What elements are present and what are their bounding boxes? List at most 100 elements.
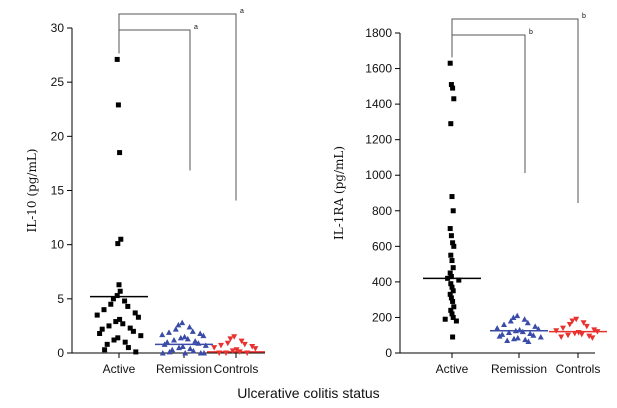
data-point <box>224 340 231 347</box>
y-tick-label: 0 <box>385 346 392 360</box>
data-point <box>451 304 457 310</box>
comparison-bracket <box>451 18 579 203</box>
y-tick-label: 1400 <box>365 97 392 111</box>
data-point <box>177 334 184 341</box>
data-point <box>578 331 585 338</box>
data-point <box>450 288 456 294</box>
data-point <box>114 56 120 62</box>
data-point <box>501 321 507 328</box>
y-tick-label: 20 <box>51 129 65 143</box>
data-point <box>184 335 191 342</box>
data-point <box>99 326 105 332</box>
data-point <box>583 323 590 330</box>
data-point <box>133 349 139 355</box>
data-point <box>172 326 179 332</box>
data-point <box>127 325 133 331</box>
data-point <box>589 335 596 341</box>
data-point <box>522 336 529 343</box>
data-point <box>507 318 514 324</box>
x-tick-label: Remission <box>156 362 212 376</box>
data-point <box>569 318 576 324</box>
y-axis-label: IL-10 (pg/mL) <box>25 149 39 233</box>
data-point <box>231 334 238 340</box>
data-point <box>527 330 534 336</box>
data-point <box>117 150 123 156</box>
data-point <box>451 96 457 102</box>
panel-il1ra: 0 200 400 600 800 1000 1200 1400 1600 1800 IL-1RA … <box>332 13 607 376</box>
data-point <box>506 329 512 336</box>
data-point <box>135 314 141 320</box>
data-point <box>169 346 176 353</box>
data-point <box>447 60 453 66</box>
data-point <box>448 233 454 239</box>
data-point <box>106 323 112 329</box>
data-point <box>450 240 456 246</box>
data-point <box>448 281 454 287</box>
data-point <box>449 284 455 290</box>
data-point <box>181 333 188 340</box>
y-tick-label: 1800 <box>365 26 392 40</box>
y-tick-label: 400 <box>372 275 392 289</box>
data-point <box>120 321 126 327</box>
data-point <box>202 342 209 348</box>
data-point <box>447 291 453 297</box>
data-point <box>229 348 236 354</box>
data-point <box>448 252 454 258</box>
significance-label: a <box>194 24 198 31</box>
data-point <box>159 331 166 338</box>
data-point <box>102 347 108 353</box>
data-point <box>511 335 517 342</box>
data-point <box>104 341 110 347</box>
x-tick-label: Controls <box>556 362 601 376</box>
data-point <box>560 325 566 332</box>
data-point <box>108 301 114 307</box>
data-point <box>197 330 204 336</box>
data-point <box>451 243 457 249</box>
y-tick-label: 600 <box>372 239 392 253</box>
y-tick-label: 5 <box>57 292 64 306</box>
data-point <box>113 319 119 325</box>
data-point <box>448 295 454 301</box>
data-point <box>450 265 456 271</box>
data-point <box>558 334 565 340</box>
data-point <box>166 348 173 355</box>
y-tick-label: 1200 <box>365 133 392 147</box>
data-point <box>524 319 531 326</box>
data-point <box>189 328 196 334</box>
data-point <box>130 328 136 334</box>
data-point <box>449 194 455 200</box>
data-point <box>453 318 459 324</box>
y-tick-label: 1000 <box>365 168 392 182</box>
data-point <box>448 307 454 313</box>
comparison-bracket <box>451 34 526 173</box>
data-point <box>530 332 537 338</box>
y-tick-label: 800 <box>372 204 392 218</box>
data-point <box>565 332 571 339</box>
data-point <box>171 337 177 343</box>
data-point <box>566 322 573 328</box>
data-point <box>249 344 256 350</box>
data-point <box>448 121 454 127</box>
data-point <box>450 85 456 91</box>
significance-label: b <box>529 29 533 36</box>
data-point <box>201 350 207 356</box>
data-point <box>114 293 120 299</box>
data-point <box>101 307 107 313</box>
data-point <box>586 333 593 340</box>
data-point <box>97 331 103 336</box>
data-point <box>117 288 123 294</box>
data-point <box>182 350 189 356</box>
data-point <box>448 82 454 88</box>
x-tick-label: Active <box>436 362 469 376</box>
data-point <box>186 324 193 330</box>
data-point <box>449 311 455 317</box>
data-point <box>138 333 144 339</box>
data-point <box>227 336 234 342</box>
data-point <box>211 345 218 351</box>
x-tick-label: Controls <box>214 362 259 376</box>
data-point <box>450 208 456 214</box>
data-point <box>122 339 128 345</box>
data-point <box>449 258 455 264</box>
data-point <box>238 338 245 345</box>
y-tick-label: 30 <box>51 21 65 35</box>
